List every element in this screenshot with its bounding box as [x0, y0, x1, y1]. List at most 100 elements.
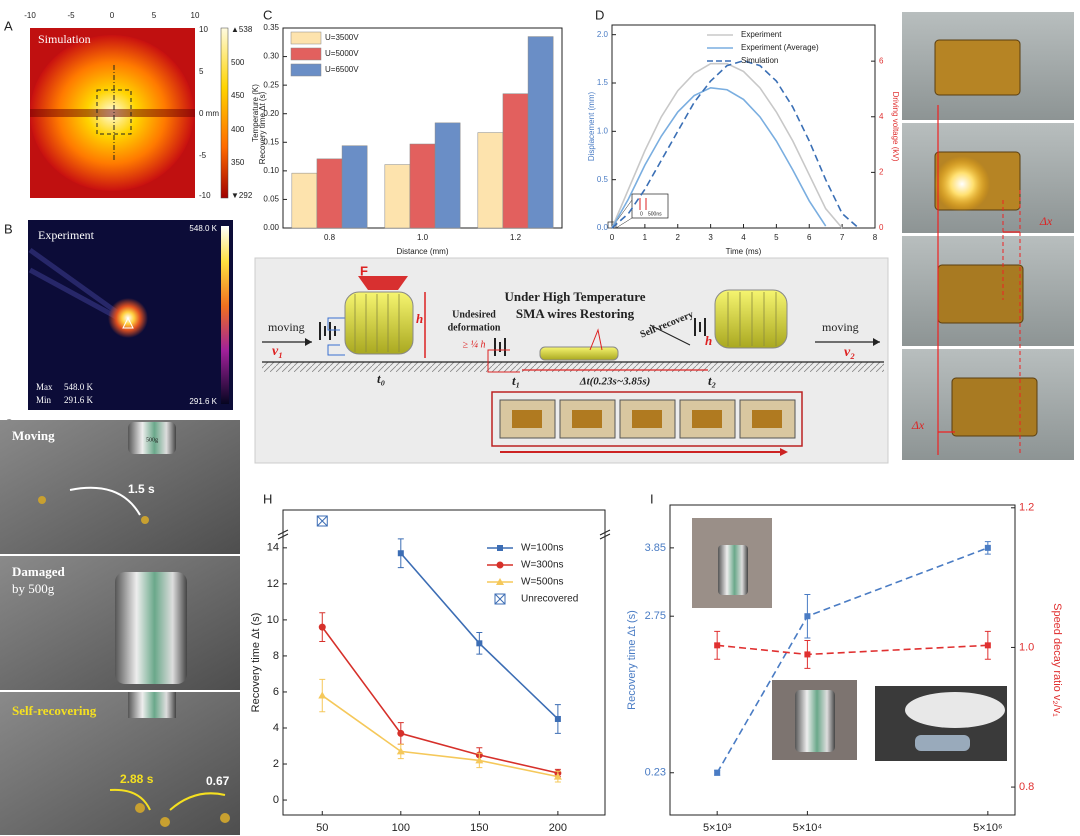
marker [984, 642, 991, 649]
series-line [717, 644, 988, 656]
robot [141, 516, 149, 524]
time-label: 2.88 s [120, 772, 154, 786]
colorbar-label: Temperature (K) [251, 84, 260, 142]
y2-tick-label: 1.2 [1019, 502, 1034, 514]
panel-label: B [4, 221, 13, 236]
y-tick-label: 14 [267, 542, 279, 554]
panel-b: Experiment 548.0 K 291.6 K Max 548.0 K M… [28, 220, 233, 410]
y-tick-label: 0 mm [199, 109, 219, 118]
height-label: h [416, 311, 423, 326]
thermal-streak [28, 247, 127, 323]
x-axis-label: Distance (mm) [396, 247, 448, 256]
marker [396, 747, 405, 755]
heading: SMA wires Restoring [516, 306, 635, 321]
time-label: t₀ [377, 371, 385, 386]
y-tick-label: 0.30 [263, 52, 279, 61]
wire [327, 317, 345, 356]
panel-e: Δx Δx [902, 12, 1074, 460]
weight [795, 690, 835, 752]
marker [497, 545, 503, 551]
coil [354, 294, 400, 352]
series-line [611, 87, 827, 229]
device [951, 377, 1038, 437]
series-line [611, 59, 860, 229]
y-tick-label: 3.85 [645, 542, 666, 554]
device [937, 264, 1024, 324]
bar [316, 158, 343, 229]
panel-f: F moving v₁ t₀ h Undesired deformation ≥… [254, 257, 889, 464]
marker [496, 561, 504, 569]
scale-display [915, 735, 970, 751]
spring [539, 346, 619, 361]
recovery-arrow [649, 324, 691, 346]
y-axis-label: Recovery time Δt (s) [258, 91, 267, 164]
device-photo [512, 410, 782, 428]
wire [487, 349, 520, 373]
x-tick-label: 5 [774, 233, 779, 242]
x-tick-label: 200 [549, 822, 567, 834]
y-tick-label: 12 [267, 578, 279, 590]
bar [341, 145, 368, 229]
plot-frame [282, 509, 606, 816]
bar [291, 172, 318, 229]
marker [397, 550, 404, 557]
velocity-label: v₂ [844, 345, 855, 360]
y-tick-label: 0.15 [263, 137, 279, 146]
y2-tick-label: 0 [879, 223, 884, 232]
series-line [321, 694, 559, 778]
force-arrow [358, 276, 408, 290]
colorbar [221, 226, 229, 404]
force-label: F [360, 263, 368, 278]
panel-label: A [4, 18, 13, 33]
x-tick-label: 7 [840, 233, 845, 242]
colorbar-max: 548.0 K [189, 224, 217, 233]
x-tick-label: 5×10⁴ [793, 822, 823, 834]
shift-label: Δx [911, 418, 925, 432]
legend-swatch [290, 63, 322, 77]
velocity-label: v₁ [272, 344, 283, 359]
y-tick-label: -10 [199, 191, 211, 200]
series-line [321, 626, 559, 774]
marker [316, 515, 328, 527]
motion-label: moving [268, 320, 305, 334]
max-label: Max [36, 382, 53, 392]
marker [475, 756, 484, 764]
weight [128, 422, 176, 454]
legend-swatch [290, 31, 322, 45]
deformation-label: Undesired [452, 309, 496, 320]
marker [494, 593, 506, 605]
photo-frame [0, 420, 240, 554]
panel-label: D [595, 7, 604, 22]
stage-label: Self-recovering [12, 703, 97, 718]
x-tick-label: 0 [110, 11, 115, 20]
bar [409, 143, 436, 229]
y2-tick-label: 6 [879, 56, 884, 65]
y-tick-label: 0.5 [597, 175, 609, 184]
x-tick-label: 1.0 [417, 233, 429, 242]
legend-label: W=500ns [521, 577, 564, 588]
y-tick-label: 0.25 [263, 80, 279, 89]
marker [804, 613, 811, 620]
time-label: 0.67 [206, 774, 230, 788]
time-label: 1.5 s [128, 482, 155, 496]
y-tick-label: 0.20 [263, 109, 279, 118]
threshold-label: ≥ ¼ h [463, 339, 486, 350]
y-axis-label: Recovery time Δt (s) [626, 610, 638, 710]
height-label: h [705, 333, 712, 348]
restore-arrow [589, 328, 603, 351]
colorbar-tick-label: 350 [231, 158, 245, 167]
x-tick-label: 6 [807, 233, 812, 242]
marker [318, 623, 326, 631]
legend-label: Experiment [741, 30, 782, 39]
device [934, 39, 1021, 96]
colorbar-tick-label: 500 [231, 58, 245, 67]
time-label: t₂ [708, 373, 716, 388]
y-tick-label: 8 [273, 650, 279, 662]
x-tick-label: -10 [24, 11, 36, 20]
marker [122, 316, 134, 329]
path-arrow [69, 486, 141, 516]
y-tick-label: 2 [273, 758, 279, 770]
series-line [611, 62, 843, 229]
heatmap-band [30, 109, 195, 117]
